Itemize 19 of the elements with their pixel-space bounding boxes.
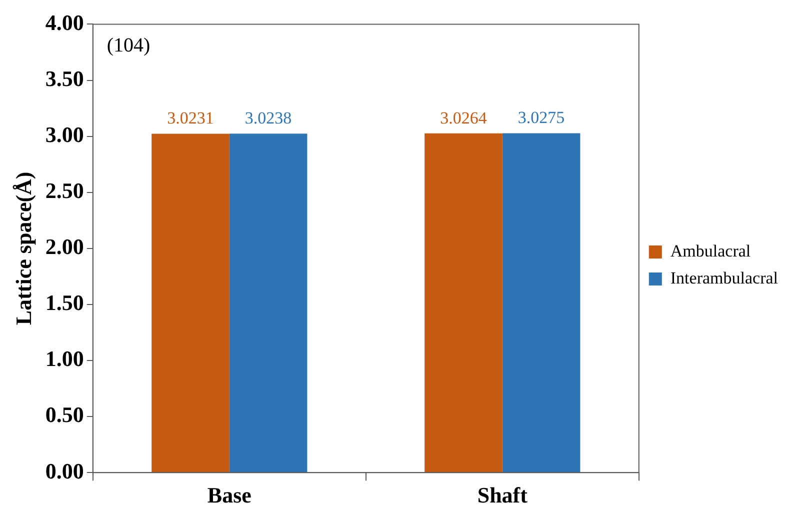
x-tick-label: Base [207,482,252,508]
y-tick-label: 3.00 [45,122,84,147]
y-tick-label: 2.00 [45,234,84,260]
annotation: (104) [106,34,150,56]
data-label: 3.0238 [244,108,292,128]
y-tick-label: 0.00 [45,458,84,484]
y-tick-label: 2.50 [45,178,84,204]
data-label: 3.0264 [440,108,488,128]
y-tick-label: 1.00 [45,346,84,372]
x-tick-label: Shaft [477,482,528,508]
y-tick-label: 4.00 [45,10,84,35]
data-label: 3.0275 [518,108,565,128]
y-axis-title: Lattice space(Å) [10,172,36,326]
legend-label: Ambulacral [670,241,751,260]
data-label: 3.0231 [167,108,214,128]
y-tick-label: 0.50 [45,402,84,428]
y-tick-label: 3.50 [45,66,84,91]
legend-label: Interambulacral [670,268,778,288]
y-tick-label: 1.50 [45,290,84,316]
